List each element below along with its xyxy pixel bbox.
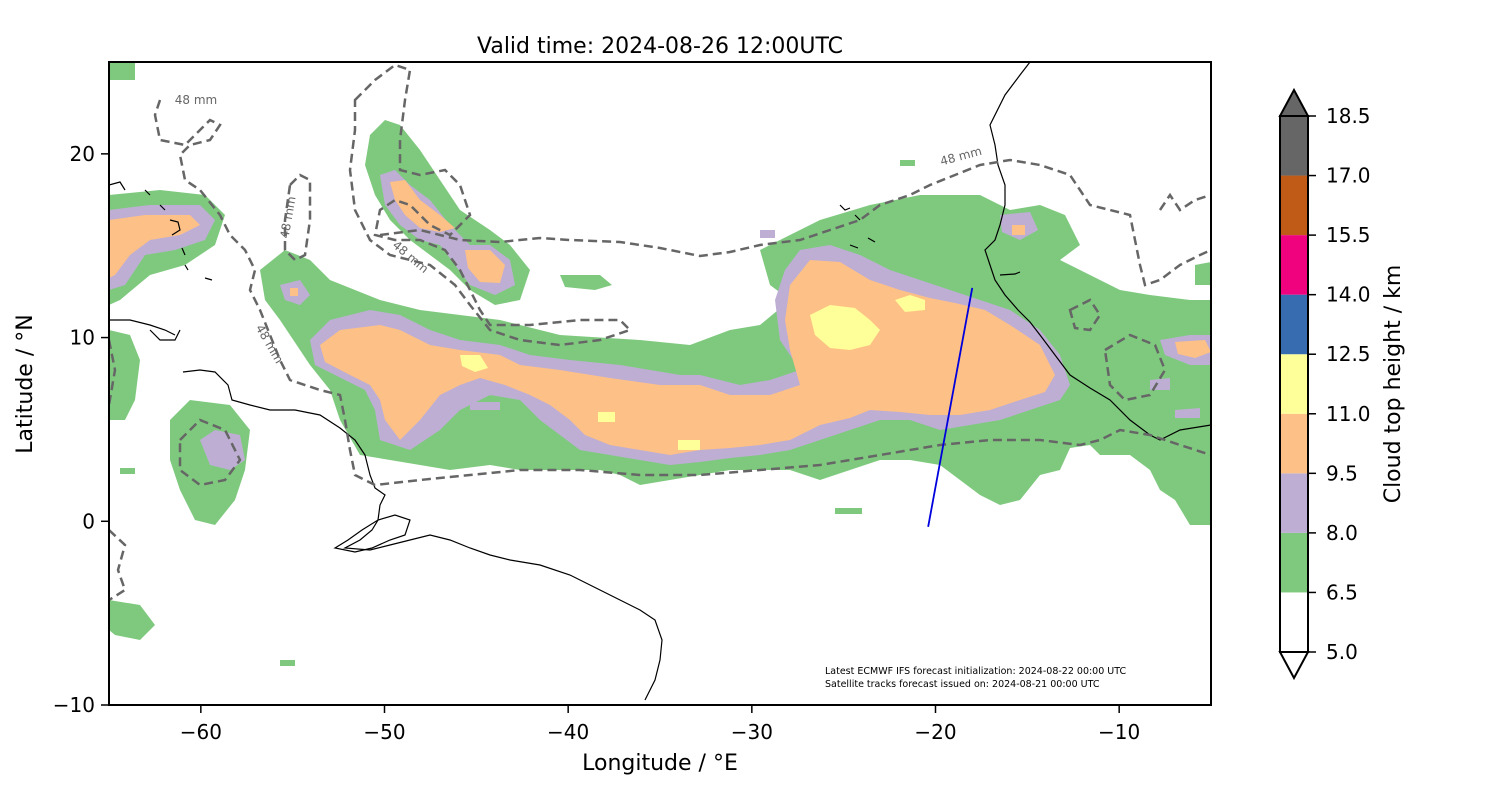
colorbar-segment bbox=[1280, 532, 1308, 593]
colorbar-tick-label: 14.0 bbox=[1326, 283, 1371, 307]
x-tick-label: −30 bbox=[731, 720, 773, 744]
colorbar-segment bbox=[1280, 473, 1308, 533]
y-tick-label: 0 bbox=[82, 509, 95, 533]
contour-label: 48 mm bbox=[175, 93, 217, 107]
coastlines bbox=[109, 62, 1211, 701]
x-tick-label: −60 bbox=[180, 720, 222, 744]
colorbar-tick-label: 11.0 bbox=[1326, 402, 1371, 426]
figure-title: Valid time: 2024-08-26 12:00UTC bbox=[477, 34, 843, 59]
colorbar-tick-label: 17.0 bbox=[1326, 164, 1371, 188]
colorbar-segment bbox=[1280, 175, 1308, 236]
colorbar-frame bbox=[1279, 115, 1309, 653]
y-tick-label: 10 bbox=[70, 326, 95, 350]
colorbar-segment bbox=[1280, 592, 1308, 652]
colorbar-tick-label: 12.5 bbox=[1326, 342, 1371, 366]
x-axis: −60 −50 −40 −30 −20 −10 bbox=[180, 705, 1140, 744]
x-tick-label: −40 bbox=[547, 720, 589, 744]
colorbar-tick-label: 6.5 bbox=[1326, 580, 1358, 604]
cloud-layer-yellow bbox=[460, 295, 925, 450]
colorbar-tick-label: 15.5 bbox=[1326, 223, 1371, 247]
y-axis: −10 0 10 20 bbox=[53, 142, 109, 717]
colorbar-segment bbox=[1280, 413, 1308, 474]
colorbar-segment bbox=[1280, 354, 1308, 414]
tcwv-contours bbox=[109, 63, 1211, 602]
y-tick-label: 20 bbox=[70, 142, 95, 166]
colorbar-label: Cloud top height / km bbox=[1381, 265, 1406, 504]
colorbar-extend-max bbox=[1278, 87, 1310, 117]
x-tick-label: −10 bbox=[1098, 720, 1140, 744]
colorbar: 5.0 6.5 8.0 9.5 11.0 12.5 14.0 15.5 17.0 18.5 bbox=[1278, 87, 1371, 681]
map-area: 48 mm 48 mm 48 mm 48 mm 48 mm Latest ECM… bbox=[109, 62, 1211, 705]
colorbar-tick-label: 18.5 bbox=[1326, 104, 1371, 128]
colorbar-segment bbox=[1280, 235, 1308, 295]
footnote-forecast-init: Latest ECMWF IFS forecast initialization… bbox=[825, 666, 1126, 677]
y-axis-label: Latitude / °N bbox=[13, 314, 38, 453]
colorbar-segment bbox=[1280, 116, 1308, 176]
x-tick-label: −20 bbox=[914, 720, 956, 744]
cloud-layer-orange bbox=[109, 180, 1211, 455]
colorbar-tick-label: 5.0 bbox=[1326, 640, 1358, 664]
y-tick-label: −10 bbox=[53, 693, 95, 717]
colorbar-extend-min bbox=[1278, 651, 1310, 681]
x-tick-label: −50 bbox=[363, 720, 405, 744]
map-frame bbox=[108, 61, 1212, 706]
colorbar-tick-label: 9.5 bbox=[1326, 461, 1358, 485]
colorbar-tick-label: 8.0 bbox=[1326, 521, 1358, 545]
x-axis-label: Longitude / °E bbox=[582, 751, 738, 776]
footnote-satellite-track: Satellite tracks forecast issued on: 202… bbox=[825, 679, 1100, 690]
colorbar-segment bbox=[1280, 294, 1308, 355]
satellite-track bbox=[927, 287, 974, 527]
